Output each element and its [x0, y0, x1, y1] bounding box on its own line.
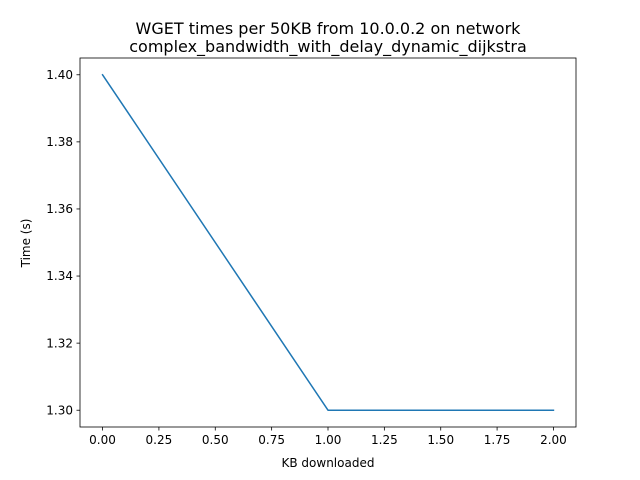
x-tick-label: 0.50 — [202, 433, 229, 447]
plot-area: 0.00 0.25 0.50 0.75 1.00 1.25 1.50 1.75 2.00 1.30… — [46, 57, 577, 447]
y-tick-label: 1.34 — [46, 269, 73, 283]
x-tick-label: 0.25 — [146, 433, 173, 447]
x-tick-label: 0.00 — [89, 433, 116, 447]
y-tick-label: 1.36 — [46, 202, 73, 216]
x-tick-label: 1.50 — [427, 433, 454, 447]
x-axis-label: KB downloaded — [282, 456, 375, 470]
y-tick-label: 1.40 — [46, 68, 73, 82]
series-line-0 — [101, 73, 555, 411]
x-tick-label: 2.00 — [540, 433, 567, 447]
x-tick-label: 1.25 — [371, 433, 398, 447]
x-tick-label: 0.75 — [258, 433, 285, 447]
chart-title-line-2: complex_bandwidth_with_delay_dynamic_dij… — [129, 37, 527, 57]
chart-title-line-1: WGET times per 50KB from 10.0.0.2 on net… — [136, 19, 522, 38]
y-tick-label: 1.30 — [46, 403, 73, 417]
y-tick-label: 1.38 — [46, 135, 73, 149]
x-tick-label: 1.00 — [315, 433, 342, 447]
y-axis-label: Time (s) — [19, 219, 33, 269]
y-tick-label: 1.32 — [46, 336, 73, 350]
x-tick-label: 1.75 — [484, 433, 511, 447]
